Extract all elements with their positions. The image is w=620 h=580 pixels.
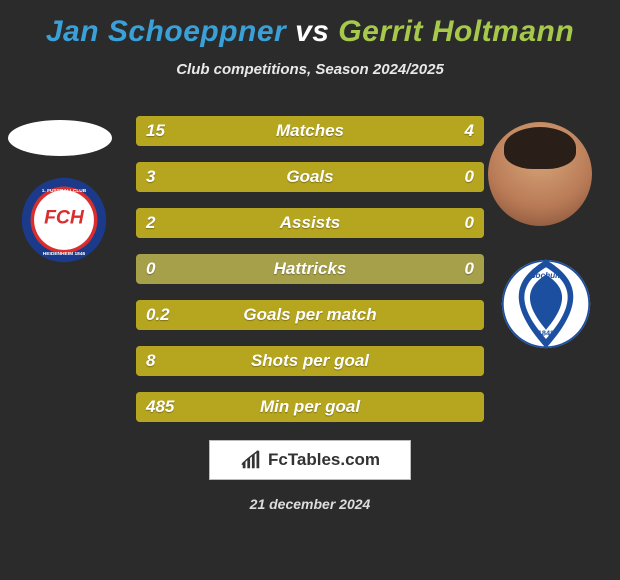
club-left-badge: FCH 1. FUSSBALLCLUB HEIDENHEIM 1846	[20, 176, 108, 264]
stat-value-left: 0	[146, 254, 155, 284]
stat-value-left: 8	[146, 346, 155, 376]
stat-row: 3 0 Goals	[136, 162, 484, 192]
date-label: 21 december 2024	[0, 496, 620, 512]
stat-value-left: 0.2	[146, 300, 170, 330]
stat-row: 0.2 Goals per match	[136, 300, 484, 330]
stats-table: 15 4 Matches 3 0 Goals 2 0 Assists 0 0 Hattricks 0.2…	[136, 116, 484, 422]
stat-row: 8 Shots per goal	[136, 346, 484, 376]
stat-label: Hattricks	[274, 254, 347, 284]
vs-separator: vs	[295, 15, 329, 48]
stat-label: Matches	[276, 116, 344, 146]
stat-value-right: 0	[465, 208, 474, 238]
player-right-name: Gerrit Holtmann	[338, 15, 574, 48]
stat-label: Min per goal	[260, 392, 360, 422]
stat-row: 2 0 Assists	[136, 208, 484, 238]
stat-value-right: 0	[465, 254, 474, 284]
stat-value-left: 2	[146, 208, 155, 238]
player-right-avatar	[488, 122, 592, 226]
svg-text:1. FUSSBALLCLUB: 1. FUSSBALLCLUB	[42, 188, 87, 194]
player-left-name: Jan Schoeppner	[46, 15, 286, 48]
brand-badge[interactable]: FcTables.com	[209, 440, 411, 480]
chart-icon	[240, 449, 262, 471]
stat-value-left: 485	[146, 392, 174, 422]
stat-row: 0 0 Hattricks	[136, 254, 484, 284]
bar-left-fill	[136, 116, 411, 146]
brand-text: FcTables.com	[268, 450, 380, 470]
stat-label: Goals per match	[243, 300, 376, 330]
stat-label: Goals	[286, 162, 333, 192]
svg-text:FCH: FCH	[44, 207, 85, 229]
stat-value-right: 4	[465, 116, 474, 146]
stat-value-left: 3	[146, 162, 155, 192]
stat-value-left: 15	[146, 116, 165, 146]
svg-text:1848: 1848	[538, 328, 554, 337]
player-left-avatar	[8, 120, 112, 156]
stat-label: Assists	[280, 208, 340, 238]
stat-value-right: 0	[465, 162, 474, 192]
stat-row: 15 4 Matches	[136, 116, 484, 146]
page-title: Jan Schoeppner vs Gerrit Holtmann	[0, 15, 620, 49]
stat-label: Shots per goal	[251, 346, 369, 376]
stat-row: 485 Min per goal	[136, 392, 484, 422]
club-right-badge: Bochum 1848	[500, 258, 592, 350]
svg-text:HEIDENHEIM 1846: HEIDENHEIM 1846	[43, 251, 86, 257]
svg-text:Bochum: Bochum	[529, 271, 562, 280]
subtitle: Club competitions, Season 2024/2025	[0, 61, 620, 78]
